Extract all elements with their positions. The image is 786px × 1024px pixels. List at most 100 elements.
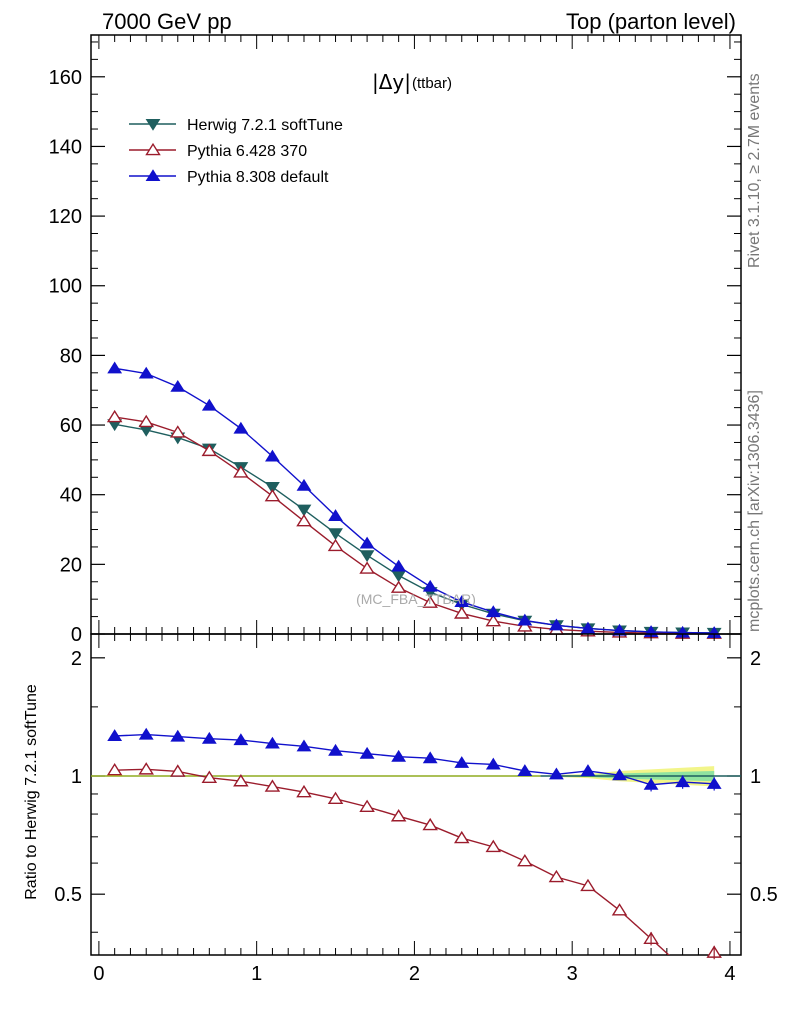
ratio-point xyxy=(265,736,280,749)
main-point xyxy=(233,465,249,478)
plot-title: |Δy| xyxy=(372,70,411,94)
main-ytick-label: 160 xyxy=(49,67,82,89)
main-point xyxy=(265,481,280,494)
ratio-ytick-label-right: 2 xyxy=(750,648,761,670)
main-point xyxy=(422,579,438,592)
main-point xyxy=(265,449,280,462)
main-ytick-label: 140 xyxy=(49,136,82,158)
main-point xyxy=(391,559,407,572)
ratio-point xyxy=(201,770,218,783)
ratio-point xyxy=(106,762,123,776)
main-point xyxy=(359,550,375,563)
ratio-point xyxy=(170,764,186,777)
ratio-point xyxy=(580,764,596,777)
ratio-series-line xyxy=(114,768,715,955)
legend-marker xyxy=(145,169,161,182)
main-point xyxy=(485,605,501,618)
main-point xyxy=(517,619,533,632)
main-ytick-label: 100 xyxy=(49,276,82,298)
x-tick-label: 3 xyxy=(567,963,578,985)
ratio-point xyxy=(138,762,154,775)
ratio-ytick-label: 1 xyxy=(71,766,82,788)
header-right: Top (parton level) xyxy=(566,9,736,34)
ratio-panel: 0.5 0.5 1 1 2 2 0 1 2 3 4 xyxy=(54,633,778,985)
main-point xyxy=(454,595,470,608)
ratio-point xyxy=(549,767,564,780)
main-point xyxy=(106,409,123,423)
ratio-point xyxy=(517,764,533,777)
ratio-point xyxy=(233,774,249,787)
main-point xyxy=(422,595,438,608)
x-tick-label: 1 xyxy=(251,963,262,985)
plot-title-sub: (ttbar) xyxy=(412,75,452,92)
ratio-point xyxy=(170,729,186,742)
ratio-point xyxy=(296,784,312,798)
ratio-point xyxy=(517,853,533,867)
main-point xyxy=(328,509,343,521)
ratio-point xyxy=(485,757,501,770)
x-tick-label: 0 xyxy=(93,963,104,985)
ratio-point xyxy=(264,779,281,792)
main-point xyxy=(359,561,375,574)
analysis-watermark: (MC_FBA_TTBAR) xyxy=(356,591,476,607)
ratio-point xyxy=(233,733,249,746)
ratio-point xyxy=(485,839,502,853)
main-point xyxy=(296,478,312,491)
legend-marker xyxy=(145,118,161,131)
ratio-ytick-label-right: 1 xyxy=(750,766,761,788)
legend-label: Pythia 8.308 default xyxy=(187,169,329,186)
main-point xyxy=(580,621,596,634)
main-point xyxy=(485,613,502,627)
main-point xyxy=(107,361,123,374)
header-left: 7000 GeV pp xyxy=(102,9,232,34)
legend-marker xyxy=(145,142,161,156)
ratio-point xyxy=(580,878,596,892)
ratio-point xyxy=(296,739,312,752)
main-point xyxy=(264,488,281,502)
ratio-point xyxy=(391,749,407,762)
legend: Herwig 7.2.1 softTune Pythia 6.428 370 Pyt… xyxy=(129,117,343,186)
ratio-point xyxy=(359,746,375,759)
main-point xyxy=(138,366,154,379)
main-point xyxy=(453,606,470,619)
ratio-series-line xyxy=(114,733,715,786)
x-tick-label: 2 xyxy=(409,963,420,985)
ratio-point xyxy=(327,791,344,805)
ratio-point xyxy=(612,768,627,781)
ratio-point xyxy=(359,799,375,813)
ratio-ytick-label: 2 xyxy=(71,648,82,670)
main-point xyxy=(233,421,249,434)
ratio-point xyxy=(454,756,470,768)
main-point xyxy=(549,618,564,631)
main-point xyxy=(328,528,343,541)
main-point xyxy=(201,398,217,411)
main-point xyxy=(517,613,533,626)
ratio-point xyxy=(611,903,628,916)
main-point xyxy=(327,538,344,552)
ratio-ytick-label-right: 0.5 xyxy=(750,884,778,906)
main-point xyxy=(170,379,186,392)
ratio-point xyxy=(422,817,438,831)
main-ytick-label: 60 xyxy=(60,415,82,437)
main-point xyxy=(390,580,407,593)
ratio-point xyxy=(390,809,407,822)
main-ytick-label: 120 xyxy=(49,206,82,228)
main-point xyxy=(359,536,375,549)
main-ytick-label: 40 xyxy=(60,485,82,507)
legend-label: Pythia 6.428 370 xyxy=(187,143,307,160)
main-point xyxy=(391,570,407,583)
main-ytick-label: 20 xyxy=(60,554,82,576)
main-point xyxy=(296,504,312,517)
main-point xyxy=(201,443,218,457)
x-tick-label: 4 xyxy=(724,963,735,985)
main-ytick-label: 0 xyxy=(71,624,82,646)
main-point xyxy=(296,513,312,527)
ratio-point xyxy=(138,727,154,740)
main-point xyxy=(170,425,186,438)
legend-label: Herwig 7.2.1 softTune xyxy=(187,117,343,134)
ratio-point xyxy=(453,830,470,844)
ratio-point xyxy=(107,729,123,741)
ratio-frame xyxy=(90,633,742,956)
ratio-ytick-label: 0.5 xyxy=(54,884,82,906)
